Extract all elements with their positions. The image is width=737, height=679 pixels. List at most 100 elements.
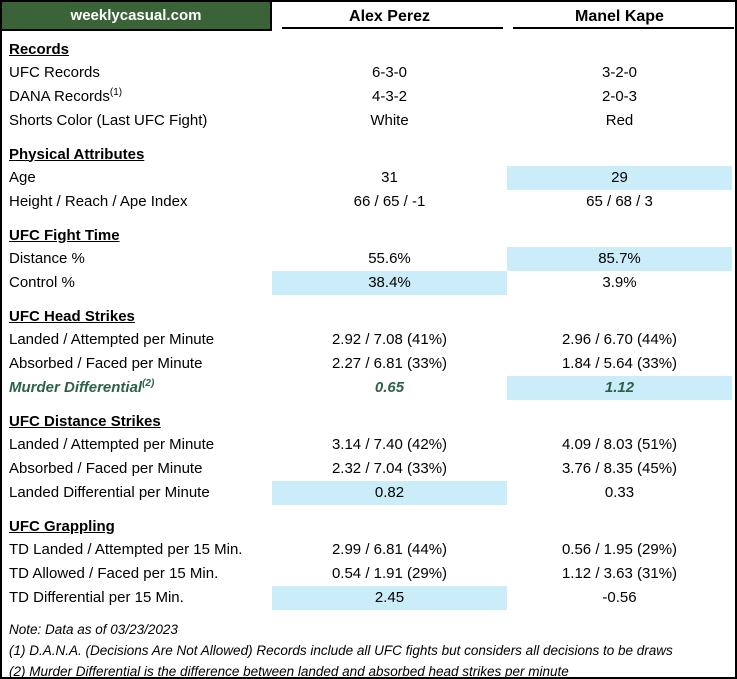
site-name: weeklycasual.com xyxy=(70,7,202,24)
table-row-age: Age 31 29 xyxy=(2,166,735,190)
row-label: UFC Records xyxy=(2,61,272,85)
table-row-dana-records: DANA Records(1) 4-3-2 2-0-3 xyxy=(2,85,735,109)
table-row-landed-attempted-per-minute: Landed / Attempted per Minute 3.14 / 7.40… xyxy=(2,433,735,457)
table-row-distance: Distance % 55.6% 85.7% xyxy=(2,247,735,271)
value-fighter1: 2.45 xyxy=(272,586,507,610)
row-label-text: Distance % xyxy=(9,250,85,267)
fighter2-underline xyxy=(513,27,734,29)
value-fighter1: 66 / 65 / -1 xyxy=(353,193,426,210)
row-label: Landed / Attempted per Minute xyxy=(2,433,272,457)
section-ufc-fight-time: UFC Fight Time Distance % 55.6% 85.7% Contro… xyxy=(2,223,735,295)
row-label-text: Landed Differential per Minute xyxy=(9,484,210,501)
section-ufc-head-strikes: UFC Head Strikes Landed / Attempted per M… xyxy=(2,304,735,400)
footnote-marker: (1) xyxy=(109,87,123,98)
row-label: Absorbed / Faced per Minute xyxy=(2,457,272,481)
row-label-text: DANA Records xyxy=(9,88,110,105)
row-label: Shorts Color (Last UFC Fight) xyxy=(2,109,272,133)
section-physical-attributes: Physical Attributes Age 31 29 Height / Reach… xyxy=(2,142,735,214)
fighter1-name: Alex Perez xyxy=(349,7,430,25)
value-fighter2: -0.56 xyxy=(602,589,637,606)
value-fighter2: 3.9% xyxy=(602,274,637,291)
footnote-marker: (2) xyxy=(142,378,155,389)
value-fighter2: 1.12 / 3.63 (31%) xyxy=(561,565,678,582)
row-label-text: TD Differential per 15 Min. xyxy=(9,589,184,606)
table-row-td-allowed-faced-per-15-min: TD Allowed / Faced per 15 Min. 0.54 / 1.9… xyxy=(2,562,735,586)
table-row-murder-differential: Murder Differential(2) 0.65 1.12 xyxy=(2,376,735,400)
section-title-row: Records xyxy=(2,37,735,61)
section-ufc-distance-strikes: UFC Distance Strikes Landed / Attempted p… xyxy=(2,409,735,505)
row-label: Control % xyxy=(2,271,272,295)
table-row-shorts-color-last-ufc-fight: Shorts Color (Last UFC Fight) White Red xyxy=(2,109,735,133)
row-label: TD Allowed / Faced per 15 Min. xyxy=(2,562,272,586)
value-fighter1: 4-3-2 xyxy=(371,88,408,105)
value-fighter2: 3-2-0 xyxy=(601,64,638,81)
row-label: Landed / Attempted per Minute xyxy=(2,328,272,352)
row-label: Murder Differential(2) xyxy=(2,376,272,400)
row-label-text: Absorbed / Faced per Minute xyxy=(9,355,203,372)
table-header: weeklycasual.com Alex Perez Manel Kape xyxy=(2,2,735,31)
row-label: Height / Reach / Ape Index xyxy=(2,190,272,214)
section-title: Records xyxy=(9,40,70,58)
row-label: DANA Records(1) xyxy=(2,85,272,109)
row-label: Absorbed / Faced per Minute xyxy=(2,352,272,376)
table-row-absorbed-faced-per-minute: Absorbed / Faced per Minute 2.32 / 7.04 (… xyxy=(2,457,735,481)
row-label-text: Absorbed / Faced per Minute xyxy=(9,460,203,477)
row-label: Landed Differential per Minute xyxy=(2,481,272,505)
value-fighter1: 3.14 / 7.40 (42%) xyxy=(331,436,448,453)
value-fighter1: 0.54 / 1.91 (29%) xyxy=(331,565,448,582)
value-fighter2: 2.96 / 6.70 (44%) xyxy=(561,331,678,348)
row-label-text: Control % xyxy=(9,274,75,291)
site-brand-cell: weeklycasual.com xyxy=(2,2,272,31)
value-fighter1: 38.4% xyxy=(272,271,507,295)
value-fighter2: 65 / 68 / 3 xyxy=(586,193,653,210)
row-label-text: Murder Differential xyxy=(9,379,143,396)
table-row-absorbed-faced-per-minute: Absorbed / Faced per Minute 2.27 / 6.81 (… xyxy=(2,352,735,376)
row-label-text: Landed / Attempted per Minute xyxy=(9,436,215,453)
fighter1-underline xyxy=(282,27,503,29)
value-fighter1: 2.32 / 7.04 (33%) xyxy=(331,460,448,477)
row-label-text: UFC Records xyxy=(9,64,100,81)
stats-sections: Records UFC Records 6-3-0 3-2-0 DANA Records… xyxy=(2,31,735,610)
column-header-fighter1: Alex Perez xyxy=(272,2,507,31)
row-label: TD Differential per 15 Min. xyxy=(2,586,272,610)
section-title: UFC Grappling xyxy=(9,517,115,535)
section-title: Physical Attributes xyxy=(9,145,145,163)
section-title-row: UFC Grappling xyxy=(2,514,735,538)
section-ufc-grappling: UFC Grappling TD Landed / Attempted per 1… xyxy=(2,514,735,610)
value-fighter1: White xyxy=(370,112,409,129)
value-fighter2: 4.09 / 8.03 (51%) xyxy=(561,436,678,453)
row-label-text: Height / Reach / Ape Index xyxy=(9,193,188,210)
footnote-line-1: Note: Data as of 03/23/2023 xyxy=(9,622,178,637)
value-fighter2: Red xyxy=(605,112,634,129)
column-header-fighter2: Manel Kape xyxy=(507,2,734,31)
value-fighter2: 29 xyxy=(507,166,732,190)
section-title: UFC Distance Strikes xyxy=(9,412,161,430)
section-title-row: UFC Distance Strikes xyxy=(2,409,735,433)
footnotes: Note: Data as of 03/23/2023 (1) D.A.N.A. … xyxy=(2,610,735,677)
row-label: Distance % xyxy=(2,247,272,271)
value-fighter1: 2.27 / 6.81 (33%) xyxy=(331,355,448,372)
value-fighter1: 31 xyxy=(381,169,398,186)
value-fighter1: 2.92 / 7.08 (41%) xyxy=(331,331,448,348)
value-fighter2: 2-0-3 xyxy=(601,88,638,105)
value-fighter2: 1.84 / 5.64 (33%) xyxy=(561,355,678,372)
fighter2-name: Manel Kape xyxy=(575,7,664,25)
value-fighter1: 6-3-0 xyxy=(371,64,408,81)
value-fighter2: 3.76 / 8.35 (45%) xyxy=(561,460,678,477)
footnote-line-2: (1) D.A.N.A. (Decisions Are Not Allowed)… xyxy=(9,643,673,658)
section-title: UFC Head Strikes xyxy=(9,307,135,325)
section-records: Records UFC Records 6-3-0 3-2-0 DANA Records… xyxy=(2,37,735,133)
table-row-landed-attempted-per-minute: Landed / Attempted per Minute 2.92 / 7.08… xyxy=(2,328,735,352)
value-fighter2: 0.56 / 1.95 (29%) xyxy=(561,541,678,558)
value-fighter1: 0.82 xyxy=(272,481,507,505)
value-fighter1: 0.65 xyxy=(374,379,405,396)
row-label-text: Age xyxy=(9,169,36,186)
row-label-text: TD Allowed / Faced per 15 Min. xyxy=(9,565,219,582)
section-title: UFC Fight Time xyxy=(9,226,120,244)
row-label-text: Landed / Attempted per Minute xyxy=(9,331,215,348)
value-fighter2: 1.12 xyxy=(507,376,732,400)
table-row-height-reach-ape-index: Height / Reach / Ape Index 66 / 65 / -1 65… xyxy=(2,190,735,214)
value-fighter2: 85.7% xyxy=(507,247,732,271)
table-row-td-differential-per-15-min: TD Differential per 15 Min. 2.45 -0.56 xyxy=(2,586,735,610)
